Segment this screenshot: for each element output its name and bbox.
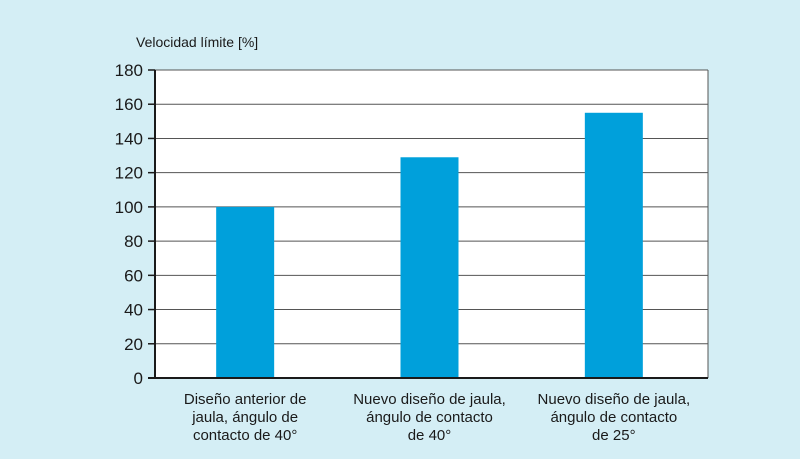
bar [400,157,459,378]
axes [148,69,709,379]
y-tick-label: 40 [124,301,143,320]
category-label: Diseño anterior de jaula, ángulo de contac… [184,391,307,444]
y-axis-title: Velocidad límite [%] [136,34,258,50]
category-label: Nuevo diseño de jaula, ángulo de contacto… [538,391,691,444]
y-tick-label: 100 [115,198,143,217]
category-label: Nuevo diseño de jaula, ángulo de contacto… [353,391,506,444]
y-tick-label: 160 [115,95,143,114]
category-labels: Diseño anterior de jaula, ángulo de contac… [184,391,690,444]
y-tick-label: 0 [134,369,143,388]
y-tick-label: 180 [115,61,143,80]
y-tick-label: 140 [115,129,143,148]
bar [584,112,643,379]
bar [216,206,275,378]
y-tick-label: 120 [115,164,143,183]
y-tick-label: 20 [124,335,143,354]
bars [216,112,643,379]
y-tick-label: 60 [124,266,143,285]
y-tick-label: 80 [124,232,143,251]
y-tick-labels: 0 20 40 60 80 100 120 140 160 180 [115,61,143,388]
